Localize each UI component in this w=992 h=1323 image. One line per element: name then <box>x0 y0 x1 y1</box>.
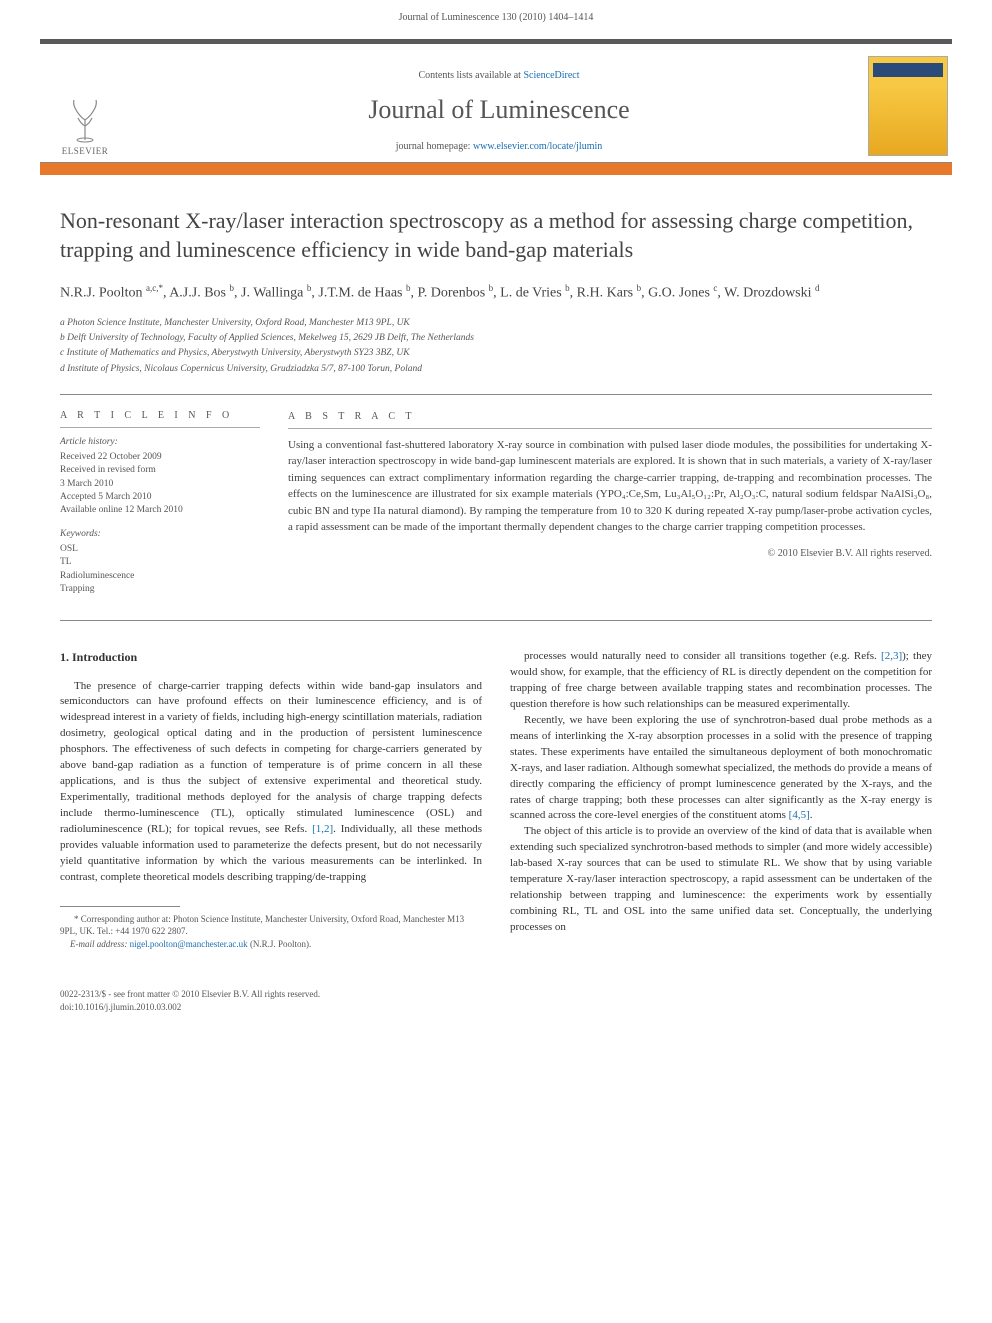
ref-link-1-2[interactable]: [1,2] <box>312 823 333 835</box>
journal-cover-thumbnail <box>868 56 948 156</box>
keywords-block: Keywords: OSLTLRadioluminescenceTrapping <box>60 528 260 596</box>
abstract-column: A B S T R A C T Using a conventional fas… <box>288 409 932 606</box>
journal-banner: ELSEVIER Contents lists available at Sci… <box>40 39 952 175</box>
section-1-heading: 1. Introduction <box>60 649 482 666</box>
affiliation-item: d Institute of Physics, Nicolaus Coperni… <box>60 362 932 376</box>
history-line: Available online 12 March 2010 <box>60 504 260 517</box>
abstract-text: Using a conventional fast-shuttered labo… <box>288 437 932 536</box>
info-abstract-row: A R T I C L E I N F O Article history: R… <box>60 394 932 621</box>
publisher-logo-col: ELSEVIER <box>40 88 130 162</box>
homepage-link[interactable]: www.elsevier.com/locate/jlumin <box>473 141 602 152</box>
contents-prefix: Contents lists available at <box>418 70 523 81</box>
body-two-column: 1. Introduction The presence of charge-c… <box>60 649 932 950</box>
history-line: Accepted 5 March 2010 <box>60 491 260 504</box>
history-label: Article history: <box>60 436 260 449</box>
article-info-heading: A R T I C L E I N F O <box>60 409 260 428</box>
abstract-heading: A B S T R A C T <box>288 409 932 429</box>
keyword-item: TL <box>60 556 260 569</box>
history-line: Received 22 October 2009 <box>60 451 260 464</box>
article-info-column: A R T I C L E I N F O Article history: R… <box>60 409 260 606</box>
intro-paragraph-3: The object of this article is to provide… <box>510 824 932 936</box>
orange-divider-bar <box>40 163 952 175</box>
body-column-left: 1. Introduction The presence of charge-c… <box>60 649 482 950</box>
author-list: N.R.J. Poolton a,c,*, A.J.J. Bos b, J. W… <box>60 282 932 304</box>
banner-top-row: ELSEVIER Contents lists available at Sci… <box>40 44 952 163</box>
affiliation-item: c Institute of Mathematics and Physics, … <box>60 346 932 360</box>
history-line: Received in revised form <box>60 464 260 477</box>
ref-link-4-5[interactable]: [4,5] <box>789 809 810 821</box>
abstract-copyright: © 2010 Elsevier B.V. All rights reserved… <box>288 546 932 561</box>
elsevier-tree-icon <box>61 96 109 144</box>
keyword-item: Radioluminescence <box>60 570 260 583</box>
ref-link-2-3[interactable]: [2,3] <box>881 650 902 662</box>
keyword-item: Trapping <box>60 583 260 596</box>
running-header: Journal of Luminescence 130 (2010) 1404–… <box>0 0 992 31</box>
article-body: Non-resonant X-ray/laser interaction spe… <box>0 175 992 970</box>
article-title: Non-resonant X-ray/laser interaction spe… <box>60 207 932 264</box>
page-footer: 0022-2313/$ - see front matter © 2010 El… <box>60 988 932 1013</box>
intro-paragraph-2: Recently, we have been exploring the use… <box>510 713 932 825</box>
footnote-email: E-mail address: nigel.poolton@manchester… <box>60 938 482 951</box>
article-history-block: Article history: Received 22 October 200… <box>60 436 260 518</box>
contents-available-line: Contents lists available at ScienceDirec… <box>130 70 868 81</box>
affiliation-list: a Photon Science Institute, Manchester U… <box>60 316 932 376</box>
footnote-separator <box>60 906 180 907</box>
keywords-label: Keywords: <box>60 528 260 541</box>
body-column-right: processes would naturally need to consid… <box>510 649 932 950</box>
footer-doi: doi:10.1016/j.jlumin.2010.03.002 <box>60 1001 932 1014</box>
homepage-prefix: journal homepage: <box>396 141 473 152</box>
affiliation-item: b Delft University of Technology, Facult… <box>60 331 932 345</box>
history-line: 3 March 2010 <box>60 478 260 491</box>
intro-paragraph-1-cont: processes would naturally need to consid… <box>510 649 932 713</box>
affiliation-item: a Photon Science Institute, Manchester U… <box>60 316 932 330</box>
sciencedirect-link[interactable]: ScienceDirect <box>523 70 579 81</box>
banner-center: Contents lists available at ScienceDirec… <box>130 70 868 162</box>
email-link[interactable]: nigel.poolton@manchester.ac.uk <box>130 939 248 949</box>
footer-front-matter: 0022-2313/$ - see front matter © 2010 El… <box>60 988 932 1001</box>
intro-paragraph-1: The presence of charge-carrier trapping … <box>60 679 482 886</box>
corresponding-author-footnote: * Corresponding author at: Photon Scienc… <box>60 913 482 951</box>
homepage-line: journal homepage: www.elsevier.com/locat… <box>130 141 868 152</box>
keyword-item: OSL <box>60 543 260 556</box>
publisher-label: ELSEVIER <box>62 146 109 156</box>
footnote-corr-author: * Corresponding author at: Photon Scienc… <box>60 913 482 938</box>
journal-title: Journal of Luminescence <box>130 95 868 125</box>
